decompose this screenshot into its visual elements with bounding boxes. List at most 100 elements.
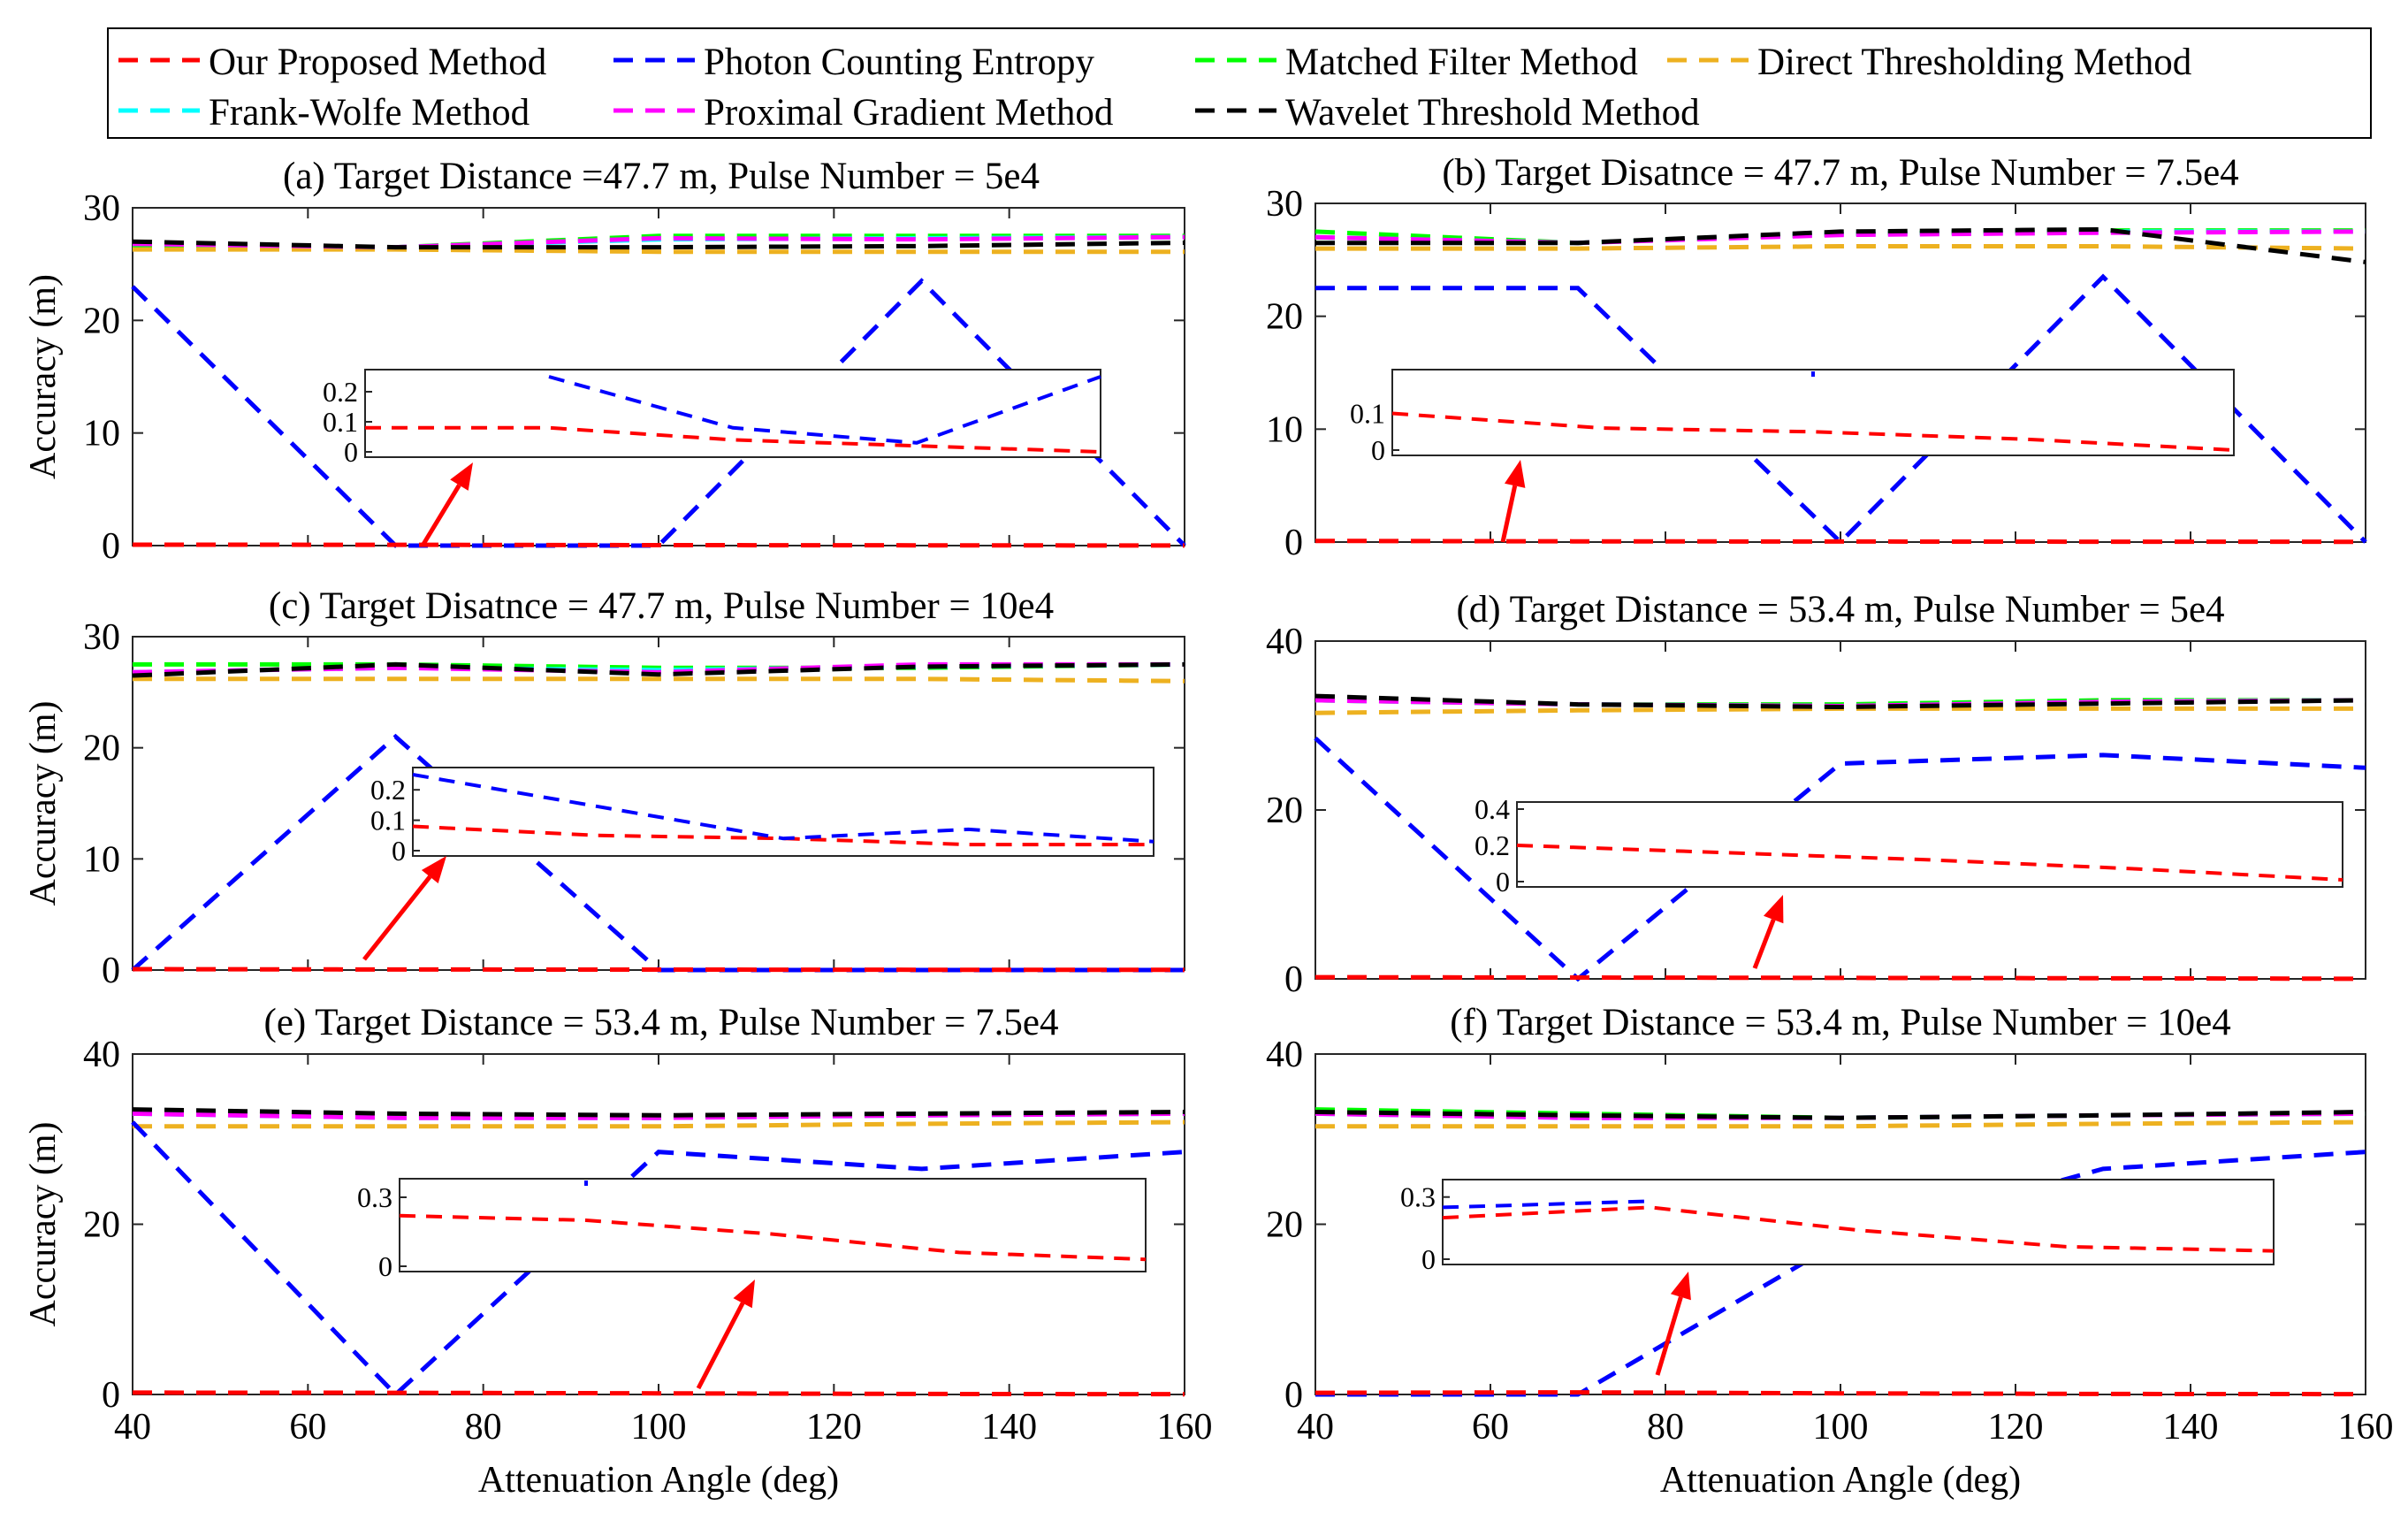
inset: 00.3 [1400,1179,2275,1275]
panel-e: (e) Target Distance = 53.4 m, Pulse Numb… [23,1002,1213,1501]
y-axis-label: Accuracy (m) [23,1121,64,1326]
y-tick-label: 40 [1266,1035,1303,1075]
x-tick-label: 140 [981,1407,1037,1448]
panel-title: (f) Target Distance = 53.4 m, Pulse Numb… [1450,1002,2230,1043]
y-tick-label: 0 [1284,1375,1303,1416]
x-tick-label: 40 [1297,1407,1334,1448]
inset-series-line [1516,844,2343,882]
inset-y-tick-label: 0.1 [370,805,406,837]
panel-f: (f) Target Distance = 53.4 m, Pulse Numb… [1266,1002,2394,1501]
legend-label: Wavelet Threshold Method [1285,92,1700,134]
series-line [133,676,1185,684]
inset-area [364,369,1101,458]
y-axis-label: Accuracy (m) [23,700,64,905]
inset-series-line [412,773,1154,844]
legend: Our Proposed Method Photon Counting Entro… [107,27,2372,139]
inset-series-line [399,1213,1147,1262]
pointer-arrow [420,484,461,547]
y-tick-label: 0 [102,1375,120,1416]
series-line [1314,736,2366,982]
inset-area [412,767,1154,857]
y-tick-label: 10 [1266,409,1303,450]
legend-label: Photon Counting Entropy [704,42,1094,83]
series-line [1315,273,2367,546]
y-tick-label: 30 [83,617,120,658]
inset-series-line [365,425,1101,454]
inset-y-tick-label: 0.3 [1400,1181,1436,1213]
inset-y-tick-label: 0 [1496,866,1510,898]
y-tick-label: 30 [83,188,120,229]
y-tick-label: 0 [1284,523,1303,563]
panel-d: (d) Target Distance = 53.4 m, Pulse Numb… [1266,589,2366,1000]
pointer-arrow-head [421,856,446,883]
x-tick-label: 100 [1813,1407,1869,1448]
panel-title: (c) Target Disatnce = 47.7 m, Pulse Numb… [269,585,1054,627]
inset-y-tick-label: 0.2 [370,774,406,806]
inset-y-tick-label: 0 [1421,1243,1436,1275]
inset-y-tick-label: 0 [378,1250,392,1282]
legend-label: Our Proposed Method [209,42,546,83]
inset-series-line [1442,1199,1651,1210]
inset-series-line [1391,411,2235,452]
inset-area [399,1178,1147,1272]
inset-y-tick-label: 0.2 [1475,829,1510,861]
y-tick-label: 0 [102,951,120,991]
inset: 0 0.2 0.4 [1475,793,2343,898]
series-line [132,1390,1185,1397]
legend-box [107,27,2372,139]
series-line [132,966,1185,973]
y-tick-label: 20 [1266,297,1303,338]
x-tick-label: 160 [2338,1407,2394,1448]
x-tick-label: 120 [806,1407,862,1448]
x-tick-label: 120 [1988,1407,2044,1448]
x-tick-label: 140 [2163,1407,2219,1448]
series-line [132,1107,1185,1118]
series-line [133,1119,1185,1129]
panel-a: (a) Target Distance =47.7 m, Pulse Numbe… [23,156,1186,567]
panel-c: (c) Target Disatnce = 47.7 m, Pulse Numb… [23,585,1185,991]
series-line [1314,693,2366,710]
y-tick-label: 0 [102,526,120,567]
y-tick-label: 20 [83,1205,120,1246]
x-tick-label: 160 [1157,1407,1213,1448]
inset-y-tick-label: 0.1 [323,406,358,438]
series-line [1314,1110,2366,1120]
y-tick-label: 0 [1284,959,1303,1000]
y-tick-label: 10 [83,839,120,880]
inset-series-line [412,824,1154,847]
pointer-arrow [696,1302,745,1390]
x-tick-label: 100 [631,1407,687,1448]
x-tick-label: 60 [1472,1407,1509,1448]
y-tick-label: 40 [83,1035,120,1075]
pointer-arrow [1655,1296,1683,1376]
inset: 00.3 [357,1178,1147,1282]
inset-series-line [1442,1205,2275,1253]
y-axis-label: Accuracy (m) [23,274,64,479]
y-tick-label: 10 [83,414,120,455]
inset-area [1442,1179,2275,1265]
panel-title: (a) Target Distance =47.7 m, Pulse Numbe… [283,156,1040,197]
series-line [1314,974,2366,982]
pointer-arrow [1752,919,1776,969]
x-tick-label: 80 [465,1407,502,1448]
inset-area [1516,801,2343,888]
pointer-arrow [362,875,432,961]
pointer-arrow-head [1505,460,1526,488]
x-axis-label: Attenuation Angle (deg) [478,1460,839,1501]
x-tick-label: 60 [289,1407,326,1448]
series-line [1314,539,2366,545]
y-tick-label: 40 [1266,622,1303,662]
y-tick-label: 20 [83,729,120,769]
series-line [1315,244,2366,251]
panel-b: (b) Target Disatnce = 47.7 m, Pulse Numb… [1266,152,2367,563]
inset-y-tick-label: 0.3 [357,1181,392,1213]
inset-y-tick-label: 0 [344,436,358,468]
x-axis-label: Attenuation Angle (deg) [1660,1460,2021,1501]
inset: 00.10.2 [323,369,1101,468]
panel-title: (b) Target Disatnce = 47.7 m, Pulse Numb… [1442,152,2238,194]
pointer-arrow-head [450,462,473,491]
y-tick-label: 30 [1266,184,1303,225]
pointer-arrow-head [1764,895,1784,924]
legend-label: Direct Thresholding Method [1757,42,2191,83]
